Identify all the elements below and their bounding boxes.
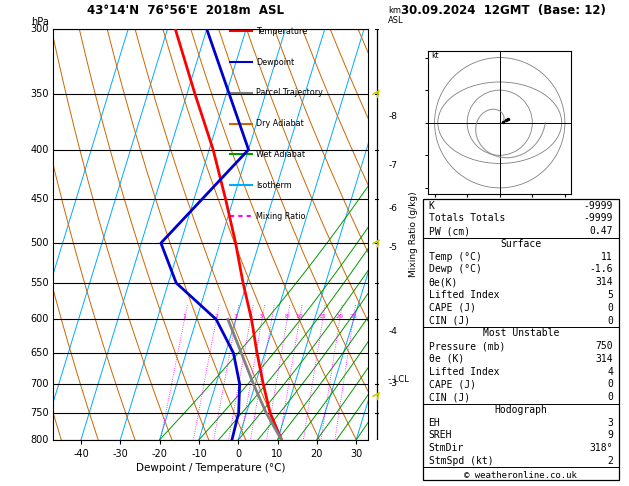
Text: CIN (J): CIN (J) xyxy=(428,315,470,326)
Text: Hodograph: Hodograph xyxy=(494,405,547,415)
Text: 5: 5 xyxy=(260,314,264,319)
Text: 650: 650 xyxy=(30,348,49,358)
Text: Mixing Ratio (g/kg): Mixing Ratio (g/kg) xyxy=(409,191,418,278)
Text: 15: 15 xyxy=(319,314,326,319)
Text: K: K xyxy=(428,201,435,210)
Text: © weatheronline.co.uk: © weatheronline.co.uk xyxy=(464,470,577,480)
Text: 350: 350 xyxy=(30,89,49,99)
Text: 314: 314 xyxy=(596,277,613,287)
Text: 2: 2 xyxy=(607,456,613,466)
Text: Lifted Index: Lifted Index xyxy=(428,290,499,300)
Text: 25: 25 xyxy=(349,314,357,319)
Text: Dewp (°C): Dewp (°C) xyxy=(428,264,481,275)
Text: Pressure (mb): Pressure (mb) xyxy=(428,341,505,351)
Text: Most Unstable: Most Unstable xyxy=(482,329,559,338)
Text: 0: 0 xyxy=(607,315,613,326)
Text: 600: 600 xyxy=(30,314,49,324)
Text: StmDir: StmDir xyxy=(428,443,464,453)
Text: EH: EH xyxy=(428,417,440,428)
Text: kt: kt xyxy=(431,51,439,60)
Text: 10: 10 xyxy=(296,314,303,319)
Text: SREH: SREH xyxy=(428,431,452,440)
Text: 700: 700 xyxy=(30,379,49,389)
Text: -6: -6 xyxy=(388,204,397,213)
Text: Temp (°C): Temp (°C) xyxy=(428,252,481,262)
Text: 550: 550 xyxy=(30,278,49,288)
Text: 400: 400 xyxy=(30,145,49,155)
Text: -4: -4 xyxy=(388,327,397,335)
Text: - LCL: - LCL xyxy=(388,375,409,384)
Text: 20: 20 xyxy=(336,314,343,319)
Text: θe(K): θe(K) xyxy=(428,277,458,287)
Text: 750: 750 xyxy=(596,341,613,351)
Text: Dewpoint: Dewpoint xyxy=(257,57,294,67)
Text: 3: 3 xyxy=(234,314,238,319)
Text: km
ASL: km ASL xyxy=(388,6,404,25)
Text: Surface: Surface xyxy=(500,239,542,249)
Text: PW (cm): PW (cm) xyxy=(428,226,470,236)
Text: 450: 450 xyxy=(30,194,49,204)
Text: Isotherm: Isotherm xyxy=(257,181,292,190)
Text: 4: 4 xyxy=(248,314,252,319)
Text: 9: 9 xyxy=(607,431,613,440)
Text: 0: 0 xyxy=(607,380,613,389)
Text: 4: 4 xyxy=(607,366,613,377)
X-axis label: Dewpoint / Temperature (°C): Dewpoint / Temperature (°C) xyxy=(136,463,286,473)
Text: Totals Totals: Totals Totals xyxy=(428,213,505,224)
Text: Parcel Trajectory: Parcel Trajectory xyxy=(257,88,323,97)
Text: CAPE (J): CAPE (J) xyxy=(428,380,476,389)
Text: 0: 0 xyxy=(607,303,613,313)
Text: 2: 2 xyxy=(214,314,218,319)
Text: 11: 11 xyxy=(601,252,613,262)
Text: Temperature: Temperature xyxy=(257,27,308,35)
Text: -5: -5 xyxy=(388,243,397,252)
Text: Dry Adiabat: Dry Adiabat xyxy=(257,119,304,128)
Text: 5: 5 xyxy=(607,290,613,300)
Text: Mixing Ratio: Mixing Ratio xyxy=(257,211,306,221)
Text: hPa: hPa xyxy=(31,17,49,27)
Text: 800: 800 xyxy=(30,435,49,445)
Text: Wet Adiabat: Wet Adiabat xyxy=(257,150,305,159)
Text: -9999: -9999 xyxy=(584,201,613,210)
Text: -3: -3 xyxy=(388,380,397,388)
Text: -8: -8 xyxy=(388,112,397,122)
Text: 314: 314 xyxy=(596,354,613,364)
Text: θe (K): θe (K) xyxy=(428,354,464,364)
Text: -7: -7 xyxy=(388,160,397,170)
Text: 3: 3 xyxy=(607,417,613,428)
Text: -1.6: -1.6 xyxy=(589,264,613,275)
Text: 1: 1 xyxy=(182,314,186,319)
Text: 300: 300 xyxy=(30,24,49,34)
Text: 30.09.2024  12GMT  (Base: 12): 30.09.2024 12GMT (Base: 12) xyxy=(401,4,606,17)
Text: 8: 8 xyxy=(285,314,289,319)
Text: -9999: -9999 xyxy=(584,213,613,224)
Text: 0.47: 0.47 xyxy=(589,226,613,236)
Text: StmSpd (kt): StmSpd (kt) xyxy=(428,456,493,466)
Text: CAPE (J): CAPE (J) xyxy=(428,303,476,313)
Text: 0: 0 xyxy=(607,392,613,402)
Text: Lifted Index: Lifted Index xyxy=(428,366,499,377)
Text: 750: 750 xyxy=(30,408,49,418)
Text: CIN (J): CIN (J) xyxy=(428,392,470,402)
Text: 500: 500 xyxy=(30,238,49,248)
Text: 318°: 318° xyxy=(589,443,613,453)
Text: 43°14'N  76°56'E  2018m  ASL: 43°14'N 76°56'E 2018m ASL xyxy=(87,4,284,17)
